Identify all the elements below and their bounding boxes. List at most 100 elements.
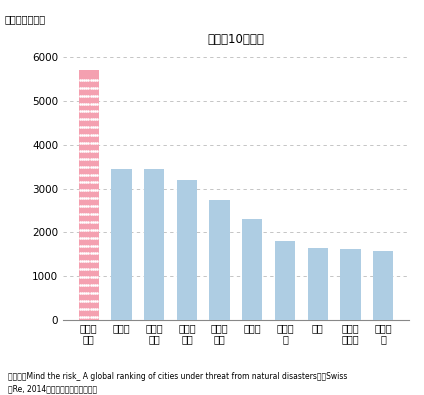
- Point: [83, 171, 90, 178]
- Point: [77, 77, 84, 83]
- Point: [85, 92, 92, 99]
- Point: [94, 282, 100, 288]
- Point: [94, 211, 100, 217]
- Point: [87, 235, 94, 241]
- Point: [77, 313, 84, 320]
- Point: [81, 179, 88, 186]
- Point: [83, 77, 90, 83]
- Point: [94, 171, 100, 178]
- Point: [81, 108, 88, 115]
- Point: [79, 148, 86, 154]
- Point: [87, 243, 94, 249]
- Point: [77, 282, 84, 288]
- Point: [85, 258, 92, 265]
- Point: [89, 258, 96, 265]
- Point: [79, 77, 86, 83]
- Point: [81, 203, 88, 209]
- Point: [89, 140, 96, 146]
- Point: [94, 219, 100, 225]
- Point: [81, 297, 88, 304]
- Point: [83, 100, 90, 107]
- Point: [87, 132, 94, 138]
- Point: [77, 187, 84, 194]
- Point: [81, 250, 88, 257]
- Point: [77, 211, 84, 217]
- Point: [94, 179, 100, 186]
- Point: [83, 290, 90, 296]
- Point: [79, 203, 86, 209]
- Point: [79, 108, 86, 115]
- Point: [77, 235, 84, 241]
- Point: [83, 203, 90, 209]
- Point: [89, 85, 96, 91]
- Point: [87, 258, 94, 265]
- Point: [79, 219, 86, 225]
- Point: [83, 179, 90, 186]
- Point: [89, 227, 96, 233]
- Point: [89, 132, 96, 138]
- Bar: [340, 249, 360, 320]
- Point: [81, 116, 88, 122]
- Point: [83, 219, 90, 225]
- Point: [81, 258, 88, 265]
- Bar: [177, 180, 197, 320]
- Point: [87, 77, 94, 83]
- Point: [83, 227, 90, 233]
- Point: [87, 266, 94, 273]
- Point: [92, 313, 98, 320]
- Point: [87, 171, 94, 178]
- Point: [92, 227, 98, 233]
- Point: [89, 203, 96, 209]
- Point: [83, 108, 90, 115]
- Point: [94, 132, 100, 138]
- Point: [79, 211, 86, 217]
- Point: [92, 148, 98, 154]
- Point: [81, 171, 88, 178]
- Point: [89, 250, 96, 257]
- Point: [79, 266, 86, 273]
- Point: [87, 187, 94, 194]
- Point: [85, 274, 92, 280]
- Point: [77, 179, 84, 186]
- Point: [92, 258, 98, 265]
- Point: [89, 274, 96, 280]
- Point: [81, 124, 88, 130]
- Point: [83, 116, 90, 122]
- Point: [77, 258, 84, 265]
- Point: [77, 140, 84, 146]
- Point: [89, 235, 96, 241]
- Point: [94, 235, 100, 241]
- Point: [94, 156, 100, 162]
- Point: [87, 140, 94, 146]
- Point: [94, 85, 100, 91]
- Point: [83, 187, 90, 194]
- Point: [87, 148, 94, 154]
- Point: [92, 282, 98, 288]
- Point: [77, 274, 84, 280]
- Point: [77, 124, 84, 130]
- Point: [83, 250, 90, 257]
- Point: [89, 187, 96, 194]
- Point: [89, 148, 96, 154]
- Point: [79, 250, 86, 257]
- Point: [85, 313, 92, 320]
- Point: [87, 211, 94, 217]
- Point: [94, 108, 100, 115]
- Point: [85, 124, 92, 130]
- Point: [81, 85, 88, 91]
- Point: [92, 156, 98, 162]
- Point: [92, 164, 98, 170]
- Point: [79, 195, 86, 201]
- Point: [77, 219, 84, 225]
- Bar: [307, 248, 328, 320]
- Point: [85, 108, 92, 115]
- Point: [92, 274, 98, 280]
- Point: [79, 290, 86, 296]
- Point: [79, 227, 86, 233]
- Point: [92, 132, 98, 138]
- Point: [77, 92, 84, 99]
- Point: [79, 140, 86, 146]
- Point: [85, 305, 92, 312]
- Point: [89, 195, 96, 201]
- Point: [79, 100, 86, 107]
